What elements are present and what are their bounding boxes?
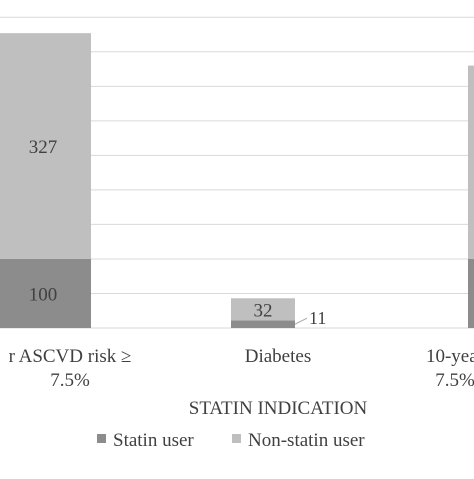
bar-segment <box>468 258 474 328</box>
bar-segment <box>0 33 91 259</box>
bar-segment <box>231 298 295 321</box>
category-label: 10-year <box>426 346 474 367</box>
data-label: 32 <box>254 300 273 321</box>
data-label: 11 <box>309 308 326 328</box>
x-axis-title: STATIN INDICATION <box>189 398 368 419</box>
bars <box>0 33 474 328</box>
category-labels: r ASCVD risk ≥ 7.5% Diabetes 10-year 7.5% <box>9 346 474 391</box>
category-label: Diabetes <box>245 346 311 367</box>
data-labels: 100 327 11 32 <box>29 137 327 328</box>
category-label: 7.5% <box>435 370 474 391</box>
label-leader-line <box>294 317 308 325</box>
legend-label: Statin user <box>113 430 194 451</box>
category-label: r ASCVD risk ≥ <box>9 346 132 367</box>
bar-segment <box>231 320 295 328</box>
legend-swatch <box>97 434 106 443</box>
category-label: 7.5% <box>50 370 90 391</box>
data-label: 100 <box>29 284 58 305</box>
bar-segment <box>468 65 474 259</box>
bar-segment <box>0 258 91 328</box>
legend-swatch <box>232 434 241 443</box>
data-label: 327 <box>29 137 58 158</box>
legend: Statin user Non-statin user <box>97 430 365 451</box>
legend-label: Non-statin user <box>248 430 365 451</box>
